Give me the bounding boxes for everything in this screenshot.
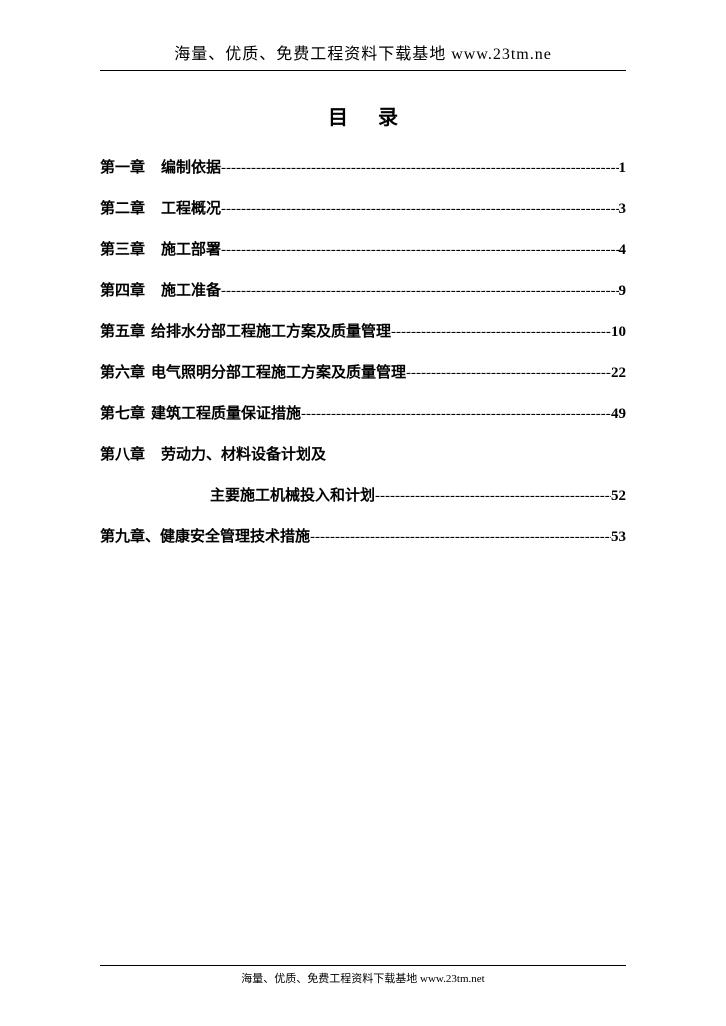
toc-entry: 第二章工程概况---------------------------------…	[100, 197, 626, 218]
toc-page-number: 10	[611, 324, 626, 341]
toc-chapter-label: 第二章	[100, 197, 145, 218]
toc-entry-name: 编制依据	[161, 156, 221, 177]
toc-entry-name: 施工部署	[161, 238, 221, 259]
toc-container: 第一章编制依据---------------------------------…	[100, 156, 626, 546]
toc-dots: ----------------------------------------…	[375, 488, 611, 505]
toc-dots: ----------------------------------------…	[310, 529, 611, 546]
toc-entry-name: 工程概况	[161, 197, 221, 218]
toc-entry-name: 施工准备	[161, 279, 221, 300]
toc-chapter-label: 第五章	[100, 320, 145, 341]
page-header: 海量、优质、免费工程资料下载基地 www.23tm.ne	[100, 40, 626, 71]
toc-page-number: 1	[619, 160, 627, 177]
toc-entry-name: 给排水分部工程施工方案及质量管理	[151, 320, 391, 341]
toc-entry: 第一章编制依据---------------------------------…	[100, 156, 626, 177]
toc-chapter-label: 第三章	[100, 238, 145, 259]
toc-dots: ----------------------------------------…	[221, 283, 618, 300]
toc-entry-name: 劳动力、材料设备计划及	[161, 443, 326, 464]
toc-dots: ----------------------------------------…	[406, 365, 611, 382]
toc-entry-name: 建筑工程质量保证措施	[151, 402, 301, 423]
toc-chapter-label: 第七章	[100, 402, 145, 423]
toc-entry: 第五章给排水分部工程施工方案及质量管理---------------------…	[100, 320, 626, 341]
toc-dots: ----------------------------------------…	[301, 406, 611, 423]
toc-title: 目录	[100, 101, 626, 130]
toc-sub-name: 主要施工机械投入和计划	[210, 484, 375, 505]
toc-chapter-label: 第九章、	[100, 525, 160, 546]
toc-entry: 第七章建筑工程质量保证措施---------------------------…	[100, 402, 626, 423]
toc-dots: ----------------------------------------…	[221, 201, 618, 218]
toc-entry-name: 电气照明分部工程施工方案及质量管理	[151, 361, 406, 382]
toc-entry: 第三章施工部署---------------------------------…	[100, 238, 626, 259]
toc-entry-name: 健康安全管理技术措施	[160, 525, 310, 546]
toc-entry: 第八章劳动力、材料设备计划及	[100, 443, 626, 464]
toc-entry: 第九章、健康安全管理技术措施--------------------------…	[100, 525, 626, 546]
toc-dots: ----------------------------------------…	[391, 324, 611, 341]
toc-entry: 第四章施工准备---------------------------------…	[100, 279, 626, 300]
toc-chapter-label: 第四章	[100, 279, 145, 300]
toc-page-number: 49	[611, 406, 626, 423]
toc-page-number: 3	[619, 201, 627, 218]
toc-page-number: 9	[619, 283, 627, 300]
toc-chapter-label: 第八章	[100, 443, 145, 464]
toc-dots: ----------------------------------------…	[221, 242, 618, 259]
toc-sub-entry: 主要施工机械投入和计划-----------------------------…	[100, 484, 626, 505]
toc-entry: 第六章电气照明分部工程施工方案及质量管理--------------------…	[100, 361, 626, 382]
toc-page-number: 53	[611, 529, 626, 546]
toc-page-number: 52	[611, 488, 626, 505]
toc-page-number: 4	[619, 242, 627, 259]
toc-chapter-label: 第一章	[100, 156, 145, 177]
toc-page-number: 22	[611, 365, 626, 382]
toc-chapter-label: 第六章	[100, 361, 145, 382]
page-footer: 海量、优质、免费工程资料下载基地 www.23tm.net	[100, 965, 626, 986]
toc-dots: ----------------------------------------…	[221, 160, 618, 177]
